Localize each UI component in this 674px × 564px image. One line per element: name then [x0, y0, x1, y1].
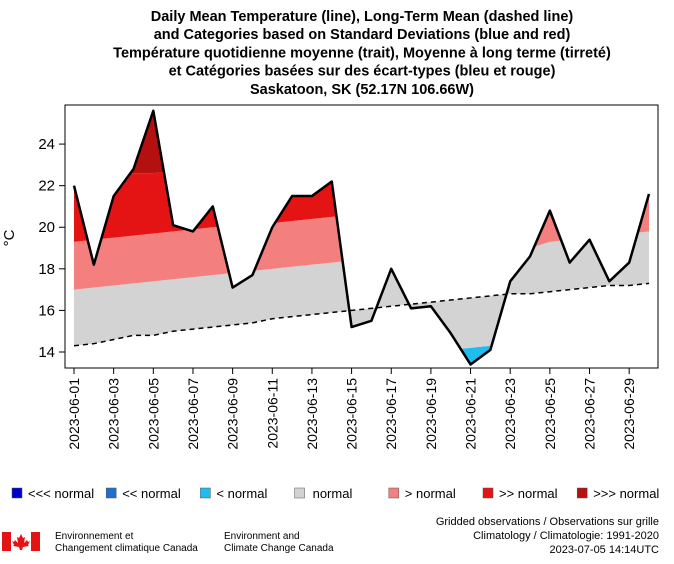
plot-frame	[64, 104, 659, 369]
footer-note: Climatology / Climatologie: 1991-2020	[473, 530, 659, 542]
category-band	[74, 193, 649, 290]
eccc-en: Environment and	[224, 531, 300, 542]
y-tick-label: 24	[38, 136, 55, 153]
chart-title: et Catégories basées sur des écart-types…	[169, 64, 556, 80]
category-band	[74, 172, 649, 242]
chart-title: Saskatoon, SK (52.17N 106.66W)	[250, 82, 474, 98]
y-tick-label: 20	[38, 219, 55, 236]
y-tick-label: 16	[38, 302, 55, 319]
x-tick-label: 2023-06-27	[582, 378, 598, 450]
x-tick-label: 2023-06-23	[502, 378, 518, 450]
x-tick-label: 2023-06-09	[225, 378, 241, 450]
x-tick-label: 2023-06-01	[66, 378, 82, 450]
legend-swatch	[576, 487, 588, 499]
x-tick-label: 2023-06-17	[383, 378, 399, 450]
y-axis-label: °C	[1, 229, 18, 246]
footer-note: Gridded observations / Observations sur …	[436, 516, 659, 528]
legend-swatch	[294, 487, 305, 499]
category-band	[74, 231, 649, 349]
chart-title: Température quotidienne moyenne (trait),…	[113, 45, 611, 61]
y-tick-label: 14	[38, 344, 55, 361]
legend-swatch	[105, 487, 117, 499]
x-tick-label: 2023-06-03	[106, 378, 122, 450]
eccc-fr: Environnement et	[55, 531, 134, 542]
x-tick-label: 2023-06-13	[304, 378, 320, 450]
x-tick-label: 2023-06-19	[423, 378, 439, 450]
legend-label: <<< normal	[28, 486, 94, 501]
legend-swatch	[482, 487, 494, 499]
x-tick-label: 2023-06-21	[463, 378, 479, 450]
eccc-en: Climate Change Canada	[224, 543, 334, 554]
legend-label: normal	[313, 486, 353, 501]
x-tick-label: 2023-06-05	[145, 378, 161, 450]
legend-label: > normal	[405, 486, 456, 501]
legend-swatch	[11, 487, 23, 499]
legend-label: < normal	[216, 486, 267, 501]
canada-flag	[2, 532, 40, 551]
y-tick-label: 22	[38, 178, 55, 195]
x-tick-label: 2023-06-07	[185, 378, 201, 450]
legend-swatch	[200, 487, 211, 499]
x-tick-label: 2023-06-11	[264, 378, 280, 449]
chart-title: Daily Mean Temperature (line), Long-Term…	[151, 9, 574, 25]
legend-label: >> normal	[499, 486, 558, 501]
legend-label: >>> normal	[593, 486, 659, 501]
legend-swatch	[388, 487, 400, 499]
temperature-line	[72, 109, 651, 366]
legend-label: << normal	[122, 486, 181, 501]
eccc-fr: Changement climatique Canada	[55, 543, 198, 554]
y-tick-label: 18	[38, 261, 55, 278]
x-tick-label: 2023-06-29	[621, 378, 637, 450]
x-tick-label: 2023-06-25	[542, 378, 558, 450]
mean-line	[73, 282, 650, 347]
chart-title: and Categories based on Standard Deviati…	[154, 27, 571, 43]
footer-note: 2023-07-05 14:14UTC	[550, 544, 660, 556]
x-tick-label: 2023-06-15	[344, 378, 360, 450]
